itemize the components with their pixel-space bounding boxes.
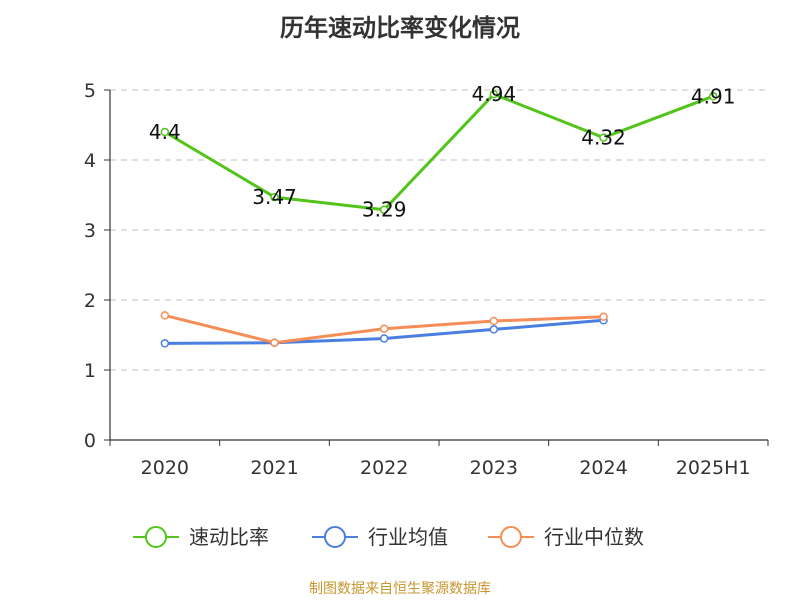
data-point bbox=[270, 192, 279, 202]
legend-label: 行业均值 bbox=[368, 525, 448, 549]
data-point bbox=[489, 89, 499, 99]
x-tick-label: 2024 bbox=[579, 457, 627, 479]
x-tick-label: 2021 bbox=[250, 457, 298, 479]
y-tick-label: 0 bbox=[84, 430, 96, 452]
y-tick-label: 5 bbox=[84, 80, 96, 102]
grid-layer bbox=[110, 89, 768, 371]
y-tick-label: 3 bbox=[84, 220, 96, 242]
legend-marker-icon bbox=[324, 526, 346, 548]
axis-layer: 0 1 2 3 4 5 2020 2021 2022 2023 2024 2025H1 bbox=[84, 80, 769, 479]
data-point bbox=[489, 325, 499, 334]
data-point bbox=[379, 334, 389, 343]
data-point bbox=[270, 338, 279, 347]
legend-item-2[interactable]: 行业中位数 bbox=[488, 525, 644, 549]
data-point bbox=[160, 127, 170, 137]
legend-marker-icon bbox=[145, 526, 167, 548]
series-layer bbox=[160, 89, 718, 348]
legend-marker-icon bbox=[500, 526, 522, 548]
legend-label: 速动比率 bbox=[189, 525, 269, 549]
data-label-layer: 4.4 3.47 3.29 4.94 4.32 4.91 bbox=[149, 82, 736, 222]
data-label: 3.29 bbox=[362, 198, 407, 222]
chart-title: 历年速动比率变化情况 bbox=[280, 14, 520, 42]
data-label: 4.91 bbox=[691, 84, 736, 108]
data-label: 3.47 bbox=[252, 185, 297, 209]
x-tick-label: 2022 bbox=[360, 457, 408, 479]
x-tick-label: 2023 bbox=[470, 457, 518, 479]
data-point bbox=[379, 324, 389, 333]
x-tick-label: 2020 bbox=[141, 457, 189, 479]
data-label: 4.4 bbox=[149, 120, 181, 144]
data-point bbox=[708, 92, 718, 101]
data-label: 4.94 bbox=[472, 82, 517, 106]
data-point bbox=[599, 133, 608, 142]
data-point bbox=[160, 339, 170, 348]
data-point bbox=[489, 316, 499, 326]
legend[interactable]: 速动比率 行业均值 行业中位数 bbox=[133, 525, 644, 549]
y-tick-label: 4 bbox=[84, 150, 96, 172]
data-point bbox=[599, 312, 608, 322]
legend-item-1[interactable]: 行业均值 bbox=[312, 525, 448, 549]
data-label: 4.32 bbox=[581, 126, 626, 150]
legend-item-0[interactable]: 速动比率 bbox=[133, 525, 269, 549]
legend-label: 行业中位数 bbox=[544, 525, 644, 549]
y-tick-label: 1 bbox=[84, 360, 96, 382]
data-point bbox=[160, 311, 170, 320]
x-tick-label: 2025H1 bbox=[676, 457, 751, 479]
source-note: 制图数据来自恒生聚源数据库 bbox=[309, 581, 491, 597]
y-tick-label: 2 bbox=[84, 290, 96, 312]
data-point bbox=[379, 205, 389, 214]
series-line-0 bbox=[164, 92, 714, 212]
